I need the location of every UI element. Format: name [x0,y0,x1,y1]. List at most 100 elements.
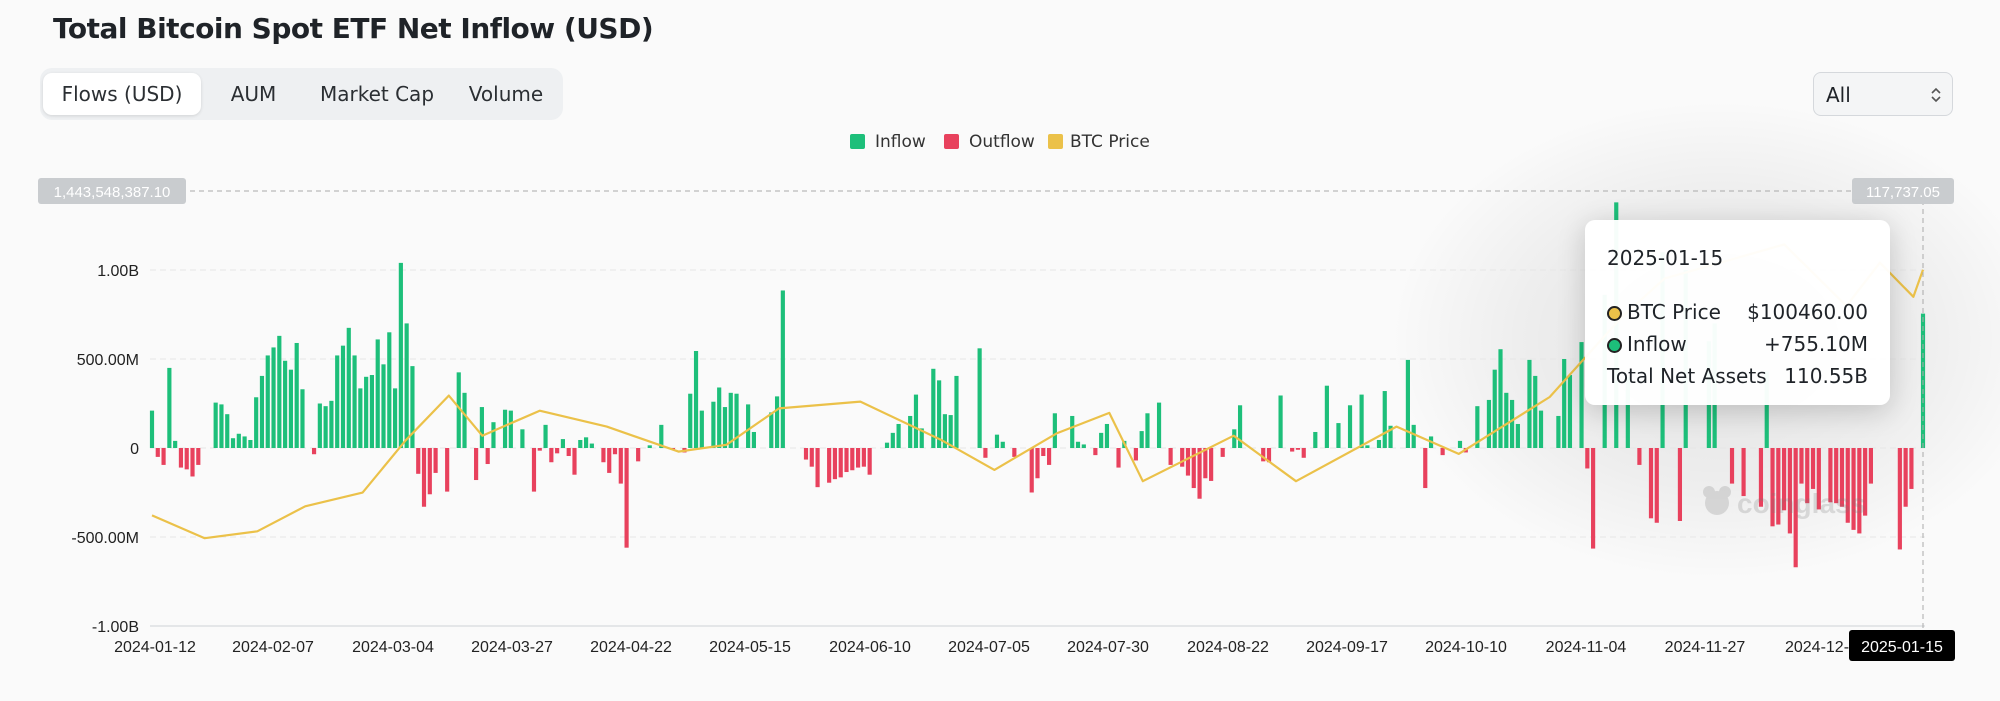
inflow-bar[interactable] [149,410,155,448]
inflow-bar[interactable] [543,424,548,448]
inflow-bar[interactable] [1313,431,1318,448]
inflow-bar[interactable] [1515,423,1520,448]
outflow-bar[interactable] [474,448,479,481]
inflow-bar[interactable] [225,414,230,448]
inflow-bar[interactable] [583,437,589,448]
outflow-bar[interactable] [1203,448,1208,479]
legend-btc-label[interactable]: BTC Price [1070,132,1150,152]
outflow-bar[interactable] [1423,448,1428,489]
inflow-bar[interactable] [1237,405,1243,448]
tab-flows[interactable]: Flows (USD) [43,73,201,115]
inflow-bar[interactable] [375,339,380,448]
inflow-bar[interactable] [711,401,716,448]
inflow-bar[interactable] [734,393,739,448]
outflow-bar[interactable] [1191,448,1196,489]
outflow-bar[interactable] [636,448,641,462]
outflow-bar[interactable] [1648,448,1654,519]
inflow-bar[interactable] [1625,376,1630,448]
inflow-bar[interactable] [271,347,276,448]
inflow-bar[interactable] [1145,413,1150,448]
inflow-bar[interactable] [1504,392,1509,448]
inflow-bar[interactable] [1388,425,1393,448]
inflow-bar[interactable] [780,290,785,448]
outflow-bar[interactable] [1185,448,1191,476]
outflow-bar[interactable] [1787,448,1792,534]
outflow-bar[interactable] [1839,448,1845,507]
outflow-bar[interactable] [1585,448,1590,469]
outflow-bar[interactable] [190,448,195,477]
outflow-bar[interactable] [555,448,560,454]
outflow-bar[interactable] [1012,448,1017,457]
inflow-bar[interactable] [340,345,346,448]
outflow-bar[interactable] [1868,448,1873,484]
inflow-bar[interactable] [248,439,253,448]
tab-market-cap[interactable]: Market Cap [319,82,435,106]
inflow-bar[interactable] [954,375,959,448]
inflow-bar[interactable] [1052,413,1057,448]
outflow-bar[interactable] [566,448,571,457]
inflow-bar[interactable] [1405,359,1410,448]
inflow-bar[interactable] [294,342,299,448]
inflow-bar[interactable] [173,440,178,448]
inflow-bar[interactable] [931,368,936,448]
outflow-bar[interactable] [1758,448,1764,507]
inflow-bar[interactable] [329,400,334,448]
inflow-bar[interactable] [769,412,774,448]
outflow-bar[interactable] [856,448,861,468]
outflow-bar[interactable] [803,448,809,460]
inflow-bar[interactable] [1764,371,1769,448]
inflow-bar[interactable] [1104,423,1110,448]
inflow-bar[interactable] [254,397,259,448]
outflow-bar[interactable] [433,448,438,473]
inflow-bar[interactable] [1382,391,1387,448]
inflow-bar[interactable] [259,375,265,448]
inflow-bar[interactable] [317,403,322,449]
inflow-bar[interactable] [491,422,496,448]
inflow-bar[interactable] [890,432,895,448]
outflow-bar[interactable] [1133,448,1138,461]
outflow-bar[interactable] [1654,448,1659,523]
inflow-bar[interactable] [323,406,328,448]
inflow-bar[interactable] [1567,375,1573,448]
outflow-bar[interactable] [861,448,866,467]
inflow-bar[interactable] [1000,441,1005,448]
outflow-bar[interactable] [1677,448,1683,521]
inflow-bar[interactable] [659,424,664,448]
inflow-bar[interactable] [277,335,282,448]
outflow-bar[interactable] [1301,448,1306,458]
inflow-bar[interactable] [1579,342,1584,448]
inflow-bar[interactable] [213,402,218,448]
outflow-bar[interactable] [618,448,623,484]
inflow-bar[interactable] [948,415,953,448]
outflow-bar[interactable] [1209,448,1214,481]
legend-outflow-label[interactable]: Outflow [969,132,1035,152]
outflow-bar[interactable] [161,448,166,465]
outflow-bar[interactable] [1029,448,1034,493]
inflow-bar[interactable] [352,355,357,448]
outflow-bar[interactable] [1816,448,1821,510]
inflow-bar[interactable] [1139,431,1144,448]
inflow-bar[interactable] [1070,415,1075,448]
inflow-bar[interactable] [456,372,461,448]
outflow-bar[interactable] [549,448,554,463]
inflow-bar[interactable] [300,389,305,448]
outflow-bar[interactable] [838,448,843,478]
inflow-bar[interactable] [1324,385,1329,448]
inflow-bar[interactable] [335,355,340,448]
outflow-bar[interactable] [1729,448,1735,484]
inflow-bar[interactable] [242,436,247,448]
inflow-bar[interactable] [410,366,415,448]
outflow-bar[interactable] [421,448,427,507]
inflow-bar[interactable] [908,415,913,448]
outflow-bar[interactable] [311,448,317,455]
inflow-bar[interactable] [977,348,982,448]
inflow-bar[interactable] [1376,439,1382,448]
outflow-bar[interactable] [827,448,832,483]
outflow-bar[interactable] [850,448,855,471]
inflow-bar[interactable] [462,392,467,448]
outflow-bar[interactable] [1857,448,1862,534]
inflow-bar[interactable] [717,387,722,448]
outflow-bar[interactable] [1810,448,1816,489]
inflow-bar[interactable] [578,439,583,448]
inflow-bar[interactable] [369,375,375,448]
